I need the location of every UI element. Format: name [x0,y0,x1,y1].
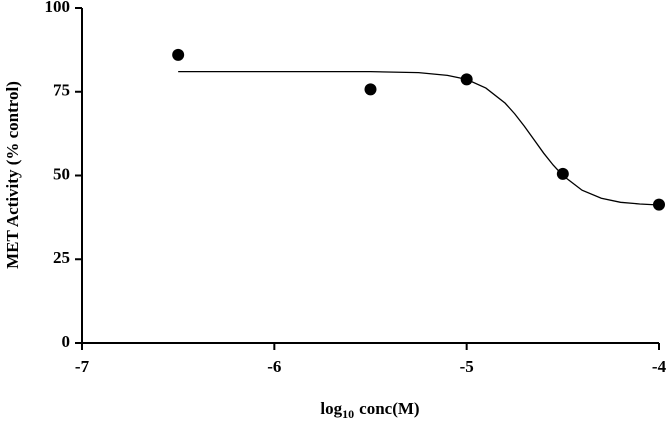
x-tick-label: -4 [652,357,666,376]
y-axis-label: MET Activity (% control) [3,81,22,269]
y-tick-label: 75 [53,81,70,100]
y-tick-label: 25 [53,248,70,267]
y-tick-label: 0 [62,332,71,351]
data-point [364,83,377,96]
data-point [653,198,665,211]
x-tick-label: -6 [267,357,281,376]
x-axis-label-part: conc(M) [359,399,419,418]
x-axis-label-subscript: 10 [342,407,354,421]
x-tick-label: -5 [460,357,474,376]
data-point [460,73,473,86]
x-axis-label-part: log [320,399,342,418]
data-point [172,48,185,61]
x-axis-label: log10 conc(M) [320,399,419,421]
fit-curve [178,71,660,206]
y-tick-label: 100 [45,0,71,16]
x-tick-label: -7 [75,357,90,376]
data-point [556,167,569,180]
y-tick-label: 50 [53,164,70,183]
